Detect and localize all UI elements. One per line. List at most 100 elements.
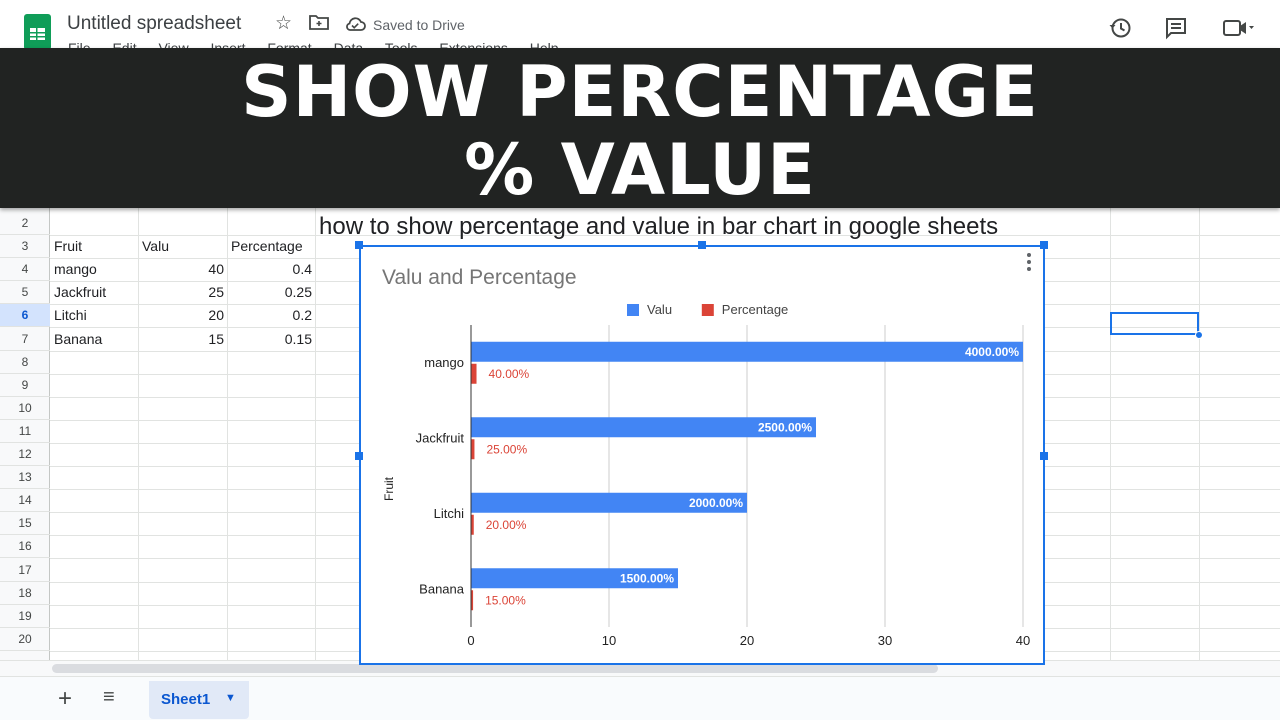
row-header-19[interactable]: 19	[0, 605, 50, 628]
column-gridline	[138, 208, 139, 660]
data-cell[interactable]: Jackfruit	[54, 284, 107, 301]
data-label-percentage: 40.00%	[489, 367, 530, 381]
header-cell[interactable]: Fruit	[54, 238, 82, 255]
banner-title-line1: SHOW PERCENTAGE	[241, 51, 1039, 133]
row-header-2[interactable]: 2	[0, 212, 50, 235]
data-cell[interactable]: Litchi	[54, 307, 87, 324]
bar-percentage	[471, 439, 475, 460]
sheet-tabs-bar: + ≡ Sheet1 ▼	[0, 676, 1280, 720]
row-header-3[interactable]: 3	[0, 235, 50, 259]
sheet-heading-text[interactable]: how to show percentage and value in bar …	[319, 213, 999, 240]
data-cell[interactable]: 0.2	[292, 307, 312, 324]
legend-label: Percentage	[722, 302, 789, 317]
x-tick-label: 30	[878, 633, 892, 648]
y-tick-label: Jackfruit	[416, 430, 465, 445]
chart-resize-handle-tl[interactable]	[355, 241, 363, 249]
row-header-18[interactable]: 18	[0, 582, 50, 605]
header-cell[interactable]: Valu	[142, 238, 169, 255]
y-tick-label: Litchi	[434, 506, 464, 521]
bar-chart[interactable]: Valu and Percentage 0 10 20 30 40 Valu Percent…	[359, 245, 1045, 665]
row-header-6[interactable]: 6	[0, 304, 50, 328]
row-header-7[interactable]: 7	[0, 328, 50, 351]
fill-handle[interactable]	[1195, 331, 1203, 339]
cloud-saved-icon[interactable]	[344, 16, 366, 38]
data-cell[interactable]: 0.25	[284, 284, 312, 301]
bar-percentage	[471, 590, 474, 611]
row-header-12[interactable]: 12	[0, 443, 50, 466]
data-label-valu: 2500.00%	[758, 420, 812, 434]
chart-resize-handle-left[interactable]	[355, 452, 363, 460]
data-label-valu: 4000.00%	[965, 345, 1019, 359]
legend-swatch	[627, 304, 639, 316]
data-cell[interactable]: 15	[208, 330, 224, 347]
row-header-10[interactable]: 10	[0, 397, 50, 420]
chart-menu-icon[interactable]	[1027, 253, 1031, 273]
column-gridline	[315, 208, 316, 660]
bar-valu	[471, 492, 747, 513]
sheet-tab-label: Sheet1	[161, 691, 211, 708]
data-cell[interactable]: 0.15	[284, 330, 312, 347]
add-sheet-icon[interactable]: +	[58, 685, 73, 712]
bar-valu	[471, 417, 816, 438]
sheet-tab-sheet1[interactable]: Sheet1 ▼	[149, 681, 249, 719]
data-label-valu: 2000.00%	[689, 496, 743, 510]
data-label-percentage: 25.00%	[486, 442, 527, 456]
row-header-15[interactable]: 15	[0, 512, 50, 536]
title-banner: SHOW PERCENTAGE % VALUE	[0, 48, 1280, 211]
banner-title-line2: % VALUE	[464, 129, 816, 211]
video-call-icon[interactable]	[1222, 16, 1254, 46]
chart-resize-handle-tr[interactable]	[1040, 241, 1048, 249]
chart-plot: 0 10 20 30 40 Valu Percentage Fruit mango 4000.00…	[382, 302, 1030, 648]
data-cell[interactable]: Banana	[54, 330, 103, 347]
star-icon[interactable]: ☆	[275, 13, 293, 34]
legend-label: Valu	[647, 302, 672, 317]
chart-resize-handle-top[interactable]	[698, 241, 706, 249]
y-tick-label: mango	[424, 355, 464, 370]
horizontal-scrollbar-thumb[interactable]	[52, 664, 938, 673]
column-gridline	[1110, 208, 1111, 660]
data-cell[interactable]: mango	[54, 261, 97, 278]
sheet-menu-caret-icon[interactable]: ▼	[225, 692, 236, 704]
row-header-4[interactable]: 4	[0, 258, 50, 282]
google-sheets-logo[interactable]	[24, 14, 51, 50]
x-tick-label: 20	[740, 633, 754, 648]
all-sheets-icon[interactable]: ≡	[103, 686, 115, 708]
data-cell[interactable]: 40	[208, 261, 224, 278]
move-to-folder-icon[interactable]	[309, 14, 329, 35]
x-tick-label: 0	[467, 633, 474, 648]
x-tick-label: 10	[602, 633, 616, 648]
x-tick-label: 40	[1016, 633, 1030, 648]
comment-icon[interactable]	[1164, 16, 1188, 46]
row-header-14[interactable]: 14	[0, 489, 50, 513]
bar-percentage	[471, 514, 474, 535]
saved-status[interactable]: Saved to Drive	[373, 17, 465, 33]
legend-swatch	[701, 304, 714, 316]
bar-valu	[471, 568, 678, 589]
row-gridline	[50, 235, 1280, 236]
column-gridline	[227, 208, 228, 660]
row-header-5[interactable]: 5	[0, 281, 50, 305]
row-header-16[interactable]: 16	[0, 535, 50, 559]
row-header-8[interactable]: 8	[0, 351, 50, 374]
data-label-percentage: 15.00%	[485, 593, 526, 607]
selected-cell[interactable]	[1110, 312, 1199, 335]
version-history-icon[interactable]	[1108, 16, 1132, 46]
bar-valu	[471, 341, 1023, 362]
data-cell[interactable]: 25	[208, 284, 224, 301]
data-cell[interactable]: 20	[208, 307, 224, 324]
row-header-column	[0, 208, 50, 660]
row-header-13[interactable]: 13	[0, 466, 50, 490]
row-header-11[interactable]: 11	[0, 420, 50, 443]
data-cell[interactable]: 0.4	[292, 261, 312, 278]
chart-title: Valu and Percentage	[382, 266, 577, 289]
row-header-9[interactable]: 9	[0, 374, 50, 397]
bar-percentage	[471, 363, 477, 384]
y-axis-title: Fruit	[382, 476, 396, 501]
row-header-17[interactable]: 17	[0, 559, 50, 582]
data-label-valu: 1500.00%	[620, 571, 674, 585]
document-title[interactable]: Untitled spreadsheet	[67, 13, 242, 34]
y-tick-label: Banana	[419, 581, 465, 596]
header-cell[interactable]: Percentage	[231, 238, 303, 255]
row-header-20[interactable]: 20	[0, 628, 50, 651]
chart-resize-handle-right[interactable]	[1040, 452, 1048, 460]
